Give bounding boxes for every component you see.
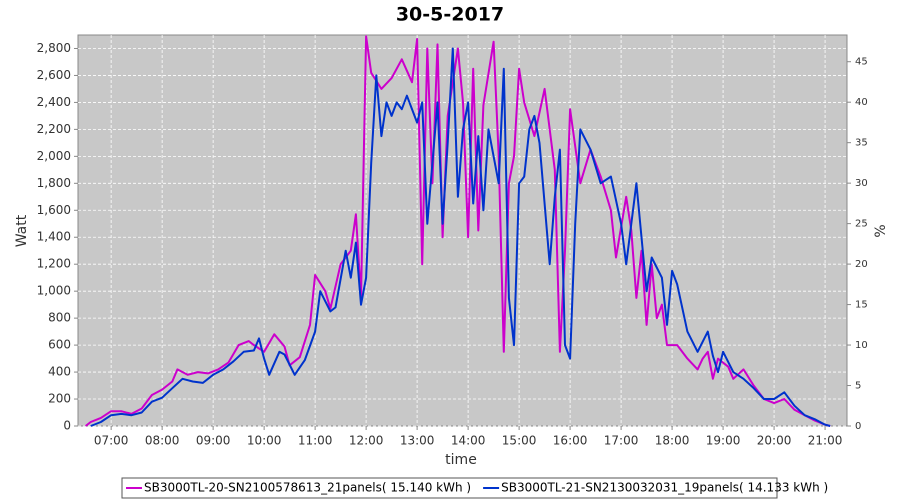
x-tick-label: 11:00 bbox=[298, 434, 333, 448]
x-tick-label: 09:00 bbox=[196, 434, 231, 448]
x-axis-label: time bbox=[445, 452, 477, 468]
y-tick-label: 2,200 bbox=[37, 122, 71, 136]
y-tick-label: 200 bbox=[48, 392, 71, 406]
y-tick-label: 1,800 bbox=[37, 176, 71, 190]
y-tick-label: 1,200 bbox=[37, 257, 71, 271]
y2-tick-label: 20 bbox=[855, 259, 868, 270]
legend-box bbox=[121, 477, 778, 499]
y-tick-label: 2,000 bbox=[37, 149, 71, 163]
legend-label: SB3000TL-20-SN2100578613_21panels( 15.14… bbox=[144, 481, 471, 495]
x-tick-label: 21:00 bbox=[808, 434, 843, 448]
x-tick-label: 08:00 bbox=[145, 434, 180, 448]
y2-tick-label: 15 bbox=[855, 300, 868, 311]
y-tick-label: 1,600 bbox=[37, 203, 71, 217]
series-line bbox=[90, 47, 831, 427]
x-tick-label: 18:00 bbox=[655, 434, 690, 448]
y-tick-label: 1,400 bbox=[37, 230, 71, 244]
y2-tick-label: 45 bbox=[855, 57, 868, 68]
y-axis-label: Watt bbox=[14, 214, 30, 247]
y2-tick-label: 5 bbox=[855, 381, 861, 392]
x-tick-label: 10:00 bbox=[247, 434, 282, 448]
y-tick-label: 2,600 bbox=[37, 68, 71, 82]
y-tick-label: 0 bbox=[63, 419, 71, 433]
y-tick-label: 400 bbox=[48, 365, 71, 379]
y-tick-label: 600 bbox=[48, 338, 71, 352]
y2-tick-label: 25 bbox=[855, 219, 868, 230]
x-tick-label: 17:00 bbox=[604, 434, 639, 448]
x-tick-label: 07:00 bbox=[94, 434, 129, 448]
series-line bbox=[84, 35, 831, 427]
x-tick-label: 12:00 bbox=[349, 434, 384, 448]
x-tick-label: 14:00 bbox=[451, 434, 486, 448]
chart-title: 30-5-2017 bbox=[396, 4, 504, 26]
y-tick-label: 2,800 bbox=[37, 41, 71, 55]
x-tick-label: 15:00 bbox=[502, 434, 537, 448]
x-tick-label: 16:00 bbox=[553, 434, 588, 448]
x-tick-label: 20:00 bbox=[757, 434, 792, 448]
y-tick-label: 800 bbox=[48, 311, 71, 325]
y2-tick-label: 35 bbox=[855, 138, 868, 149]
y2-tick-label: 30 bbox=[855, 178, 868, 189]
y2-axis-label: % bbox=[873, 224, 889, 237]
x-tick-label: 13:00 bbox=[400, 434, 435, 448]
y2-tick-label: 10 bbox=[855, 340, 868, 351]
y2-tick-label: 0 bbox=[855, 421, 861, 432]
y-tick-label: 1,000 bbox=[37, 284, 71, 298]
legend-label: SB3000TL-21-SN2130032031_19panels( 14.13… bbox=[501, 481, 828, 495]
y-tick-label: 2,400 bbox=[37, 95, 71, 109]
x-tick-label: 19:00 bbox=[706, 434, 741, 448]
y2-tick-label: 40 bbox=[855, 97, 868, 108]
